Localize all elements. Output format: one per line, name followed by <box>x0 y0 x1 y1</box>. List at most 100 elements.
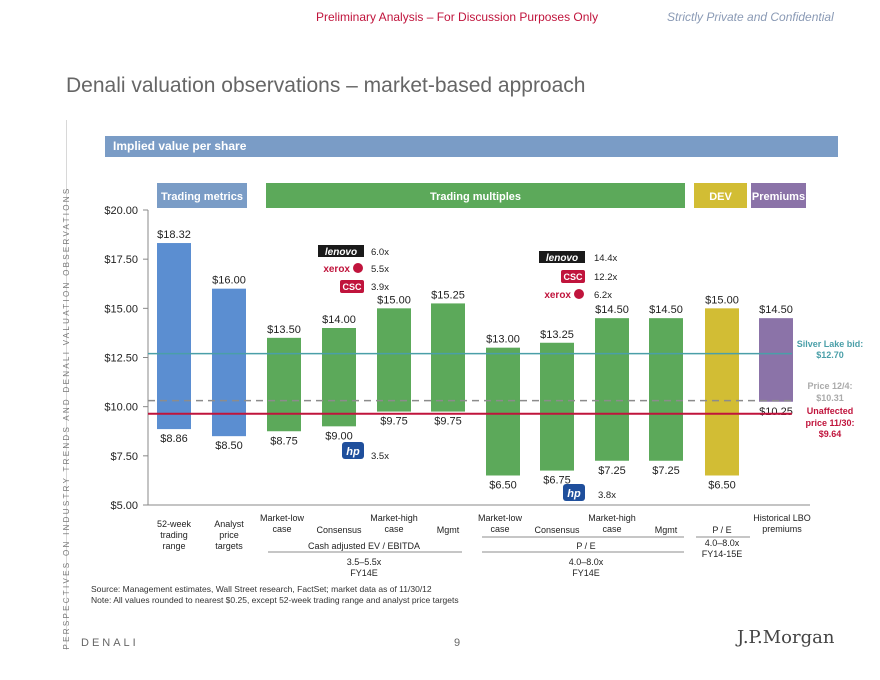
csc-logo-text: CSC <box>563 272 583 282</box>
group-header-bg <box>751 183 806 208</box>
range-bar <box>705 308 739 476</box>
unaffected-label: Unaffected <box>807 406 854 416</box>
hp-logo-text: hp <box>346 446 360 458</box>
bar-high-label: $14.50 <box>595 304 629 316</box>
range-bar <box>486 347 520 476</box>
bar-low-label: $6.50 <box>489 480 517 492</box>
x-category-label: Consensus <box>316 525 362 535</box>
group-header-label: Trading multiples <box>430 191 521 203</box>
footer-company: DENALI <box>81 637 139 649</box>
group-header-bg <box>694 183 747 208</box>
lenovo-logo <box>539 251 585 263</box>
bar-low-label: $8.86 <box>160 433 188 445</box>
x-category-label: case <box>490 524 509 534</box>
bar-high-label: $13.50 <box>267 324 301 336</box>
subgroup-range: 3.5–5.5x <box>347 557 382 567</box>
comparable-multiple: 3.5x <box>371 451 389 462</box>
x-category-label: Market-high <box>370 513 418 523</box>
comparable-multiple: 12.2x <box>594 272 617 283</box>
x-category-label: premiums <box>762 524 802 534</box>
x-category-label: P / E <box>712 525 731 535</box>
bar-high-label: $15.25 <box>431 289 465 301</box>
range-bar <box>649 318 683 461</box>
comparable-multiple: 6.0x <box>371 247 389 258</box>
xerox-logo-mark <box>574 289 584 299</box>
y-tick-label: $15.00 <box>104 303 138 315</box>
comparable-multiple: 14.4x <box>594 253 617 264</box>
bar-high-label: $13.25 <box>540 329 574 341</box>
group-header-bg <box>157 183 247 208</box>
range-bar <box>595 318 629 461</box>
subgroup-label: Cash adjusted EV / EBITDA <box>308 541 420 551</box>
csc-logo-text: CSC <box>342 282 362 292</box>
x-category-label: targets <box>215 541 243 551</box>
range-bar <box>540 342 574 471</box>
x-category-label: 52-week <box>157 519 192 529</box>
note-line: Note: All values rounded to nearest $0.2… <box>91 595 459 605</box>
silver-lake-label: Silver Lake bid: <box>797 339 864 349</box>
unaffected-value: $9.64 <box>819 429 842 439</box>
comparable-multiple: 6.2x <box>594 290 612 301</box>
subgroup-range: 4.0–8.0x <box>705 538 740 548</box>
bar-high-label: $15.00 <box>377 294 411 306</box>
page-number: 9 <box>454 637 461 649</box>
unaffected-label: price 11/30: <box>805 418 854 428</box>
y-tick-label: $10.00 <box>104 402 138 414</box>
x-category-label: Mgmt <box>437 525 460 535</box>
bar-low-label: $9.75 <box>380 416 408 428</box>
x-category-label: Market-low <box>478 513 523 523</box>
y-tick-label: $5.00 <box>110 500 138 512</box>
bar-low-label: $7.25 <box>598 465 626 477</box>
range-bar <box>431 303 465 412</box>
page-title: Denali valuation observations – market-b… <box>66 74 586 97</box>
range-bar <box>759 318 793 402</box>
lenovo-logo-text: lenovo <box>325 247 357 258</box>
y-tick-label: $20.00 <box>104 205 138 217</box>
xerox-logo-mark <box>353 263 363 273</box>
range-bar <box>267 337 301 432</box>
x-category-label: range <box>162 541 185 551</box>
source-line: Source: Management estimates, Wall Stree… <box>91 584 432 594</box>
x-category-label: case <box>272 524 291 534</box>
x-category-label: Analyst <box>214 519 244 529</box>
subgroup-label: P / E <box>576 541 595 551</box>
subgroup-basis: FY14-15E <box>702 549 743 559</box>
group-header-label: Trading metrics <box>161 191 243 203</box>
x-category-label: case <box>384 524 403 534</box>
range-bar <box>157 243 191 430</box>
x-category-label: Historical LBO <box>753 513 811 523</box>
xerox-logo-text: xerox <box>544 290 571 301</box>
price-value: $10.31 <box>816 393 844 403</box>
bar-low-label: $8.50 <box>215 440 243 452</box>
bar-low-label: $6.50 <box>708 480 736 492</box>
range-bar <box>212 288 246 437</box>
group-header-bg <box>266 183 685 208</box>
side-divider <box>66 120 67 650</box>
x-category-label: Market-high <box>588 513 636 523</box>
hp-logo <box>342 442 364 459</box>
confidential-label: Strictly Private and Confidential <box>667 10 834 24</box>
x-category-label: Market-low <box>260 513 305 523</box>
comparable-multiple: 3.9x <box>371 282 389 293</box>
xerox-logo-text: xerox <box>323 264 350 275</box>
y-tick-label: $12.50 <box>104 353 138 365</box>
subgroup-basis: FY14E <box>350 568 378 578</box>
csc-logo <box>561 270 585 283</box>
bar-high-label: $14.00 <box>322 314 356 326</box>
subgroup-range: 4.0–8.0x <box>569 557 604 567</box>
y-tick-label: $7.50 <box>110 451 138 463</box>
bar-low-label: $9.00 <box>325 430 353 442</box>
y-tick-label: $17.50 <box>104 254 138 266</box>
bar-low-label: $8.75 <box>270 435 298 447</box>
bar-high-label: $16.00 <box>212 275 246 287</box>
chart-banner: Implied value per share <box>105 136 838 157</box>
comparable-multiple: 5.5x <box>371 264 389 275</box>
bar-low-label: $7.25 <box>652 465 680 477</box>
csc-logo <box>340 280 364 293</box>
bar-high-label: $13.00 <box>486 334 520 346</box>
bar-high-label: $18.32 <box>157 229 191 241</box>
silver-lake-value: $12.70 <box>816 350 844 360</box>
bar-low-label: $6.75 <box>543 475 571 487</box>
hp-logo-text: hp <box>567 488 581 500</box>
